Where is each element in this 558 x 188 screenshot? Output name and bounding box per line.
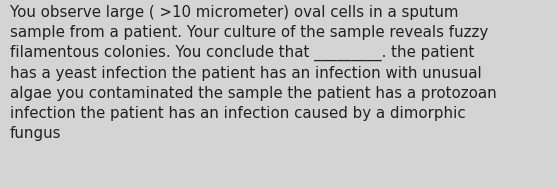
Text: You observe large ( >10 micrometer) oval cells in a sputum
sample from a patient: You observe large ( >10 micrometer) oval…: [10, 5, 497, 141]
